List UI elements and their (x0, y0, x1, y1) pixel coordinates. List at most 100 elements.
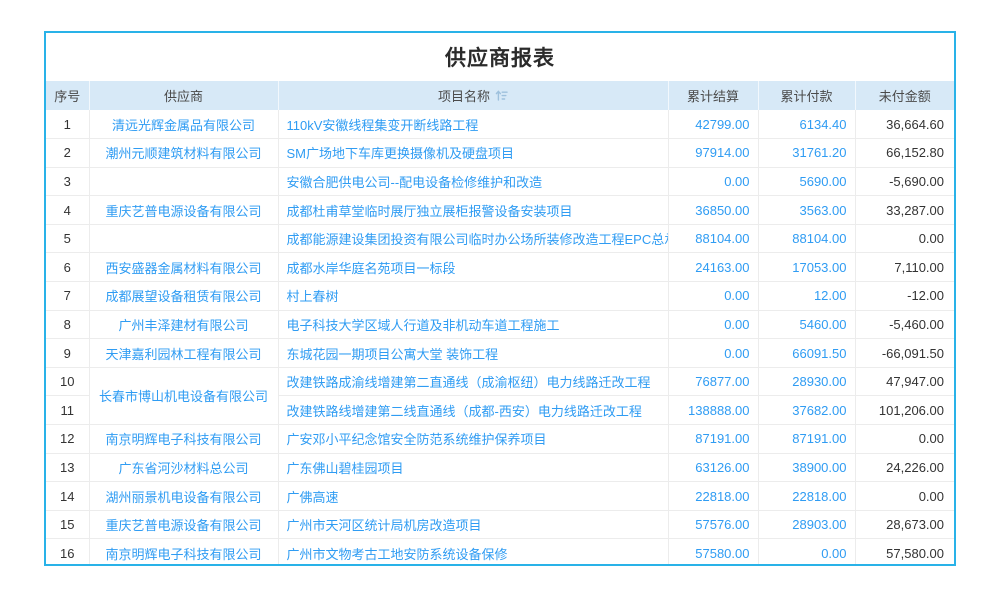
settled-amount[interactable]: 57576.00 (667, 509, 758, 539)
supplier-link (88, 223, 278, 253)
col-header-settled: 累计结算 (667, 81, 758, 110)
supplier-link[interactable]: 天津嘉利园林工程有限公司 (88, 338, 278, 368)
paid-amount[interactable]: 3563.00 (757, 195, 855, 225)
project-link[interactable]: 安徽合肥供电公司--配电设备检修维护和改造 (277, 166, 668, 196)
settled-amount[interactable]: 88104.00 (667, 223, 758, 253)
settled-amount[interactable]: 57580.00 (667, 538, 758, 564)
row-index: 7 (46, 281, 89, 311)
settled-amount[interactable]: 36850.00 (667, 195, 758, 225)
table-row: 11 改建铁路线增建第二线直通线（成都-西安）电力线路迁改工程 138888.0… (46, 395, 954, 425)
unpaid-amount: 101,206.00 (854, 395, 954, 425)
table-row: 6 西安盛器金属材料有限公司 成都水岸华庭名苑项目一标段 24163.00 17… (46, 252, 954, 282)
supplier-link[interactable]: 南京明辉电子科技有限公司 (88, 538, 278, 564)
paid-amount[interactable]: 12.00 (757, 281, 855, 311)
supplier-link (88, 166, 278, 196)
unpaid-amount: -12.00 (854, 281, 954, 311)
supplier-link-merged[interactable]: 长春市博山机电设备有限公司 (88, 366, 278, 425)
supplier-link[interactable]: 重庆艺普电源设备有限公司 (88, 509, 278, 539)
col-header-paid: 累计付款 (757, 81, 855, 110)
settled-amount[interactable]: 42799.00 (667, 110, 758, 139)
table-row: 4 重庆艺普电源设备有限公司 成都杜甫草堂临时展厅独立展柜报警设备安装项目 36… (46, 195, 954, 225)
col-header-unpaid: 未付金额 (854, 81, 954, 110)
unpaid-amount: 0.00 (854, 424, 954, 454)
unpaid-amount: 47,947.00 (854, 366, 954, 396)
row-index: 2 (46, 138, 89, 168)
unpaid-amount: 0.00 (854, 223, 954, 253)
row-index: 13 (46, 452, 89, 482)
table-row: 1 清远光辉金属品有限公司 110kV安徽线程集变开断线路工程 42799.00… (46, 110, 954, 139)
supplier-link[interactable]: 湖州丽景机电设备有限公司 (88, 481, 278, 511)
supplier-link[interactable]: 广东省河沙材料总公司 (88, 452, 278, 482)
paid-amount[interactable]: 5460.00 (757, 309, 855, 339)
row-index: 4 (46, 195, 89, 225)
paid-amount[interactable]: 0.00 (757, 538, 855, 564)
paid-amount[interactable]: 5690.00 (757, 166, 855, 196)
row-index: 9 (46, 338, 89, 368)
sort-ascending-icon[interactable] (495, 89, 508, 102)
project-link[interactable]: 改建铁路成渝线增建第二直通线（成渝枢纽）电力线路迁改工程 (277, 366, 668, 396)
supplier-link[interactable]: 南京明辉电子科技有限公司 (88, 424, 278, 454)
row-index: 14 (46, 481, 89, 511)
row-index: 10 (46, 366, 89, 396)
project-link[interactable]: 东城花园一期项目公寓大堂 装饰工程 (277, 338, 668, 368)
project-link[interactable]: 广州市文物考古工地安防系统设备保修 (277, 538, 668, 564)
project-link[interactable]: SM广场地下车库更换摄像机及硬盘项目 (277, 138, 668, 168)
settled-amount[interactable]: 63126.00 (667, 452, 758, 482)
project-link[interactable]: 110kV安徽线程集变开断线路工程 (277, 110, 668, 139)
supplier-link[interactable]: 西安盛器金属材料有限公司 (88, 252, 278, 282)
unpaid-amount: 66,152.80 (854, 138, 954, 168)
settled-amount[interactable]: 24163.00 (667, 252, 758, 282)
paid-amount[interactable]: 28930.00 (757, 366, 855, 396)
header-row: 序号 供应商 项目名称 累计结算 累计付款 未付金额 (46, 81, 954, 110)
project-link[interactable]: 成都能源建设集团投资有限公司临时办公场所装修改造工程EPC总承包 (277, 223, 668, 253)
paid-amount[interactable]: 37682.00 (757, 395, 855, 425)
table-row: 10 长春市博山机电设备有限公司 改建铁路成渝线增建第二直通线（成渝枢纽）电力线… (46, 366, 954, 425)
settled-amount[interactable]: 0.00 (667, 338, 758, 368)
unpaid-amount: 33,287.00 (854, 195, 954, 225)
project-link[interactable]: 村上春树 (277, 281, 668, 311)
settled-amount[interactable]: 0.00 (667, 309, 758, 339)
supplier-link[interactable]: 清远光辉金属品有限公司 (88, 110, 278, 139)
paid-amount[interactable]: 22818.00 (757, 481, 855, 511)
project-link[interactable]: 电子科技大学区域人行道及非机动车道工程施工 (277, 309, 668, 339)
settled-amount[interactable]: 22818.00 (667, 481, 758, 511)
unpaid-amount: 24,226.00 (854, 452, 954, 482)
supplier-link[interactable]: 重庆艺普电源设备有限公司 (88, 195, 278, 225)
project-link[interactable]: 成都水岸华庭名苑项目一标段 (277, 252, 668, 282)
settled-amount[interactable]: 0.00 (667, 166, 758, 196)
paid-amount[interactable]: 38900.00 (757, 452, 855, 482)
paid-amount[interactable]: 17053.00 (757, 252, 855, 282)
supplier-link[interactable]: 潮州元顺建筑材料有限公司 (88, 138, 278, 168)
table-row: 3 安徽合肥供电公司--配电设备检修维护和改造 0.00 5690.00 -5,… (46, 166, 954, 196)
settled-amount[interactable]: 0.00 (667, 281, 758, 311)
paid-amount[interactable]: 31761.20 (757, 138, 855, 168)
paid-amount[interactable]: 6134.40 (757, 110, 855, 139)
project-link[interactable]: 广东佛山碧桂园项目 (277, 452, 668, 482)
row-index: 8 (46, 309, 89, 339)
project-link[interactable]: 改建铁路线增建第二线直通线（成都-西安）电力线路迁改工程 (277, 395, 668, 425)
row-index: 15 (46, 509, 89, 539)
paid-amount[interactable]: 28903.00 (757, 509, 855, 539)
col-header-project-label: 项目名称 (437, 89, 490, 104)
project-link[interactable]: 广佛高速 (277, 481, 668, 511)
unpaid-amount: 7,110.00 (854, 252, 954, 282)
project-link[interactable]: 成都杜甫草堂临时展厅独立展柜报警设备安装项目 (277, 195, 668, 225)
table-row: 7 成都展望设备租赁有限公司 村上春树 0.00 12.00 -12.00 (46, 281, 954, 311)
settled-amount[interactable]: 97914.00 (667, 138, 758, 168)
supplier-link[interactable]: 成都展望设备租赁有限公司 (88, 281, 278, 311)
table-row: 14 湖州丽景机电设备有限公司 广佛高速 22818.00 22818.00 0… (46, 481, 954, 511)
settled-amount[interactable]: 138888.00 (667, 395, 758, 425)
table-row: 9 天津嘉利园林工程有限公司 东城花园一期项目公寓大堂 装饰工程 0.00 66… (46, 338, 954, 368)
paid-amount[interactable]: 66091.50 (757, 338, 855, 368)
settled-amount[interactable]: 87191.00 (667, 424, 758, 454)
project-link[interactable]: 广安邓小平纪念馆安全防范系统维护保养项目 (277, 424, 668, 454)
paid-amount[interactable]: 87191.00 (757, 424, 855, 454)
unpaid-amount: 36,664.60 (854, 110, 954, 139)
col-header-index: 序号 (46, 81, 89, 110)
settled-amount[interactable]: 76877.00 (667, 366, 758, 396)
col-header-project[interactable]: 项目名称 (277, 81, 668, 110)
project-link[interactable]: 广州市天河区统计局机房改造项目 (277, 509, 668, 539)
row-index: 3 (46, 166, 89, 196)
supplier-link[interactable]: 广州丰泽建材有限公司 (88, 309, 278, 339)
paid-amount[interactable]: 88104.00 (757, 223, 855, 253)
